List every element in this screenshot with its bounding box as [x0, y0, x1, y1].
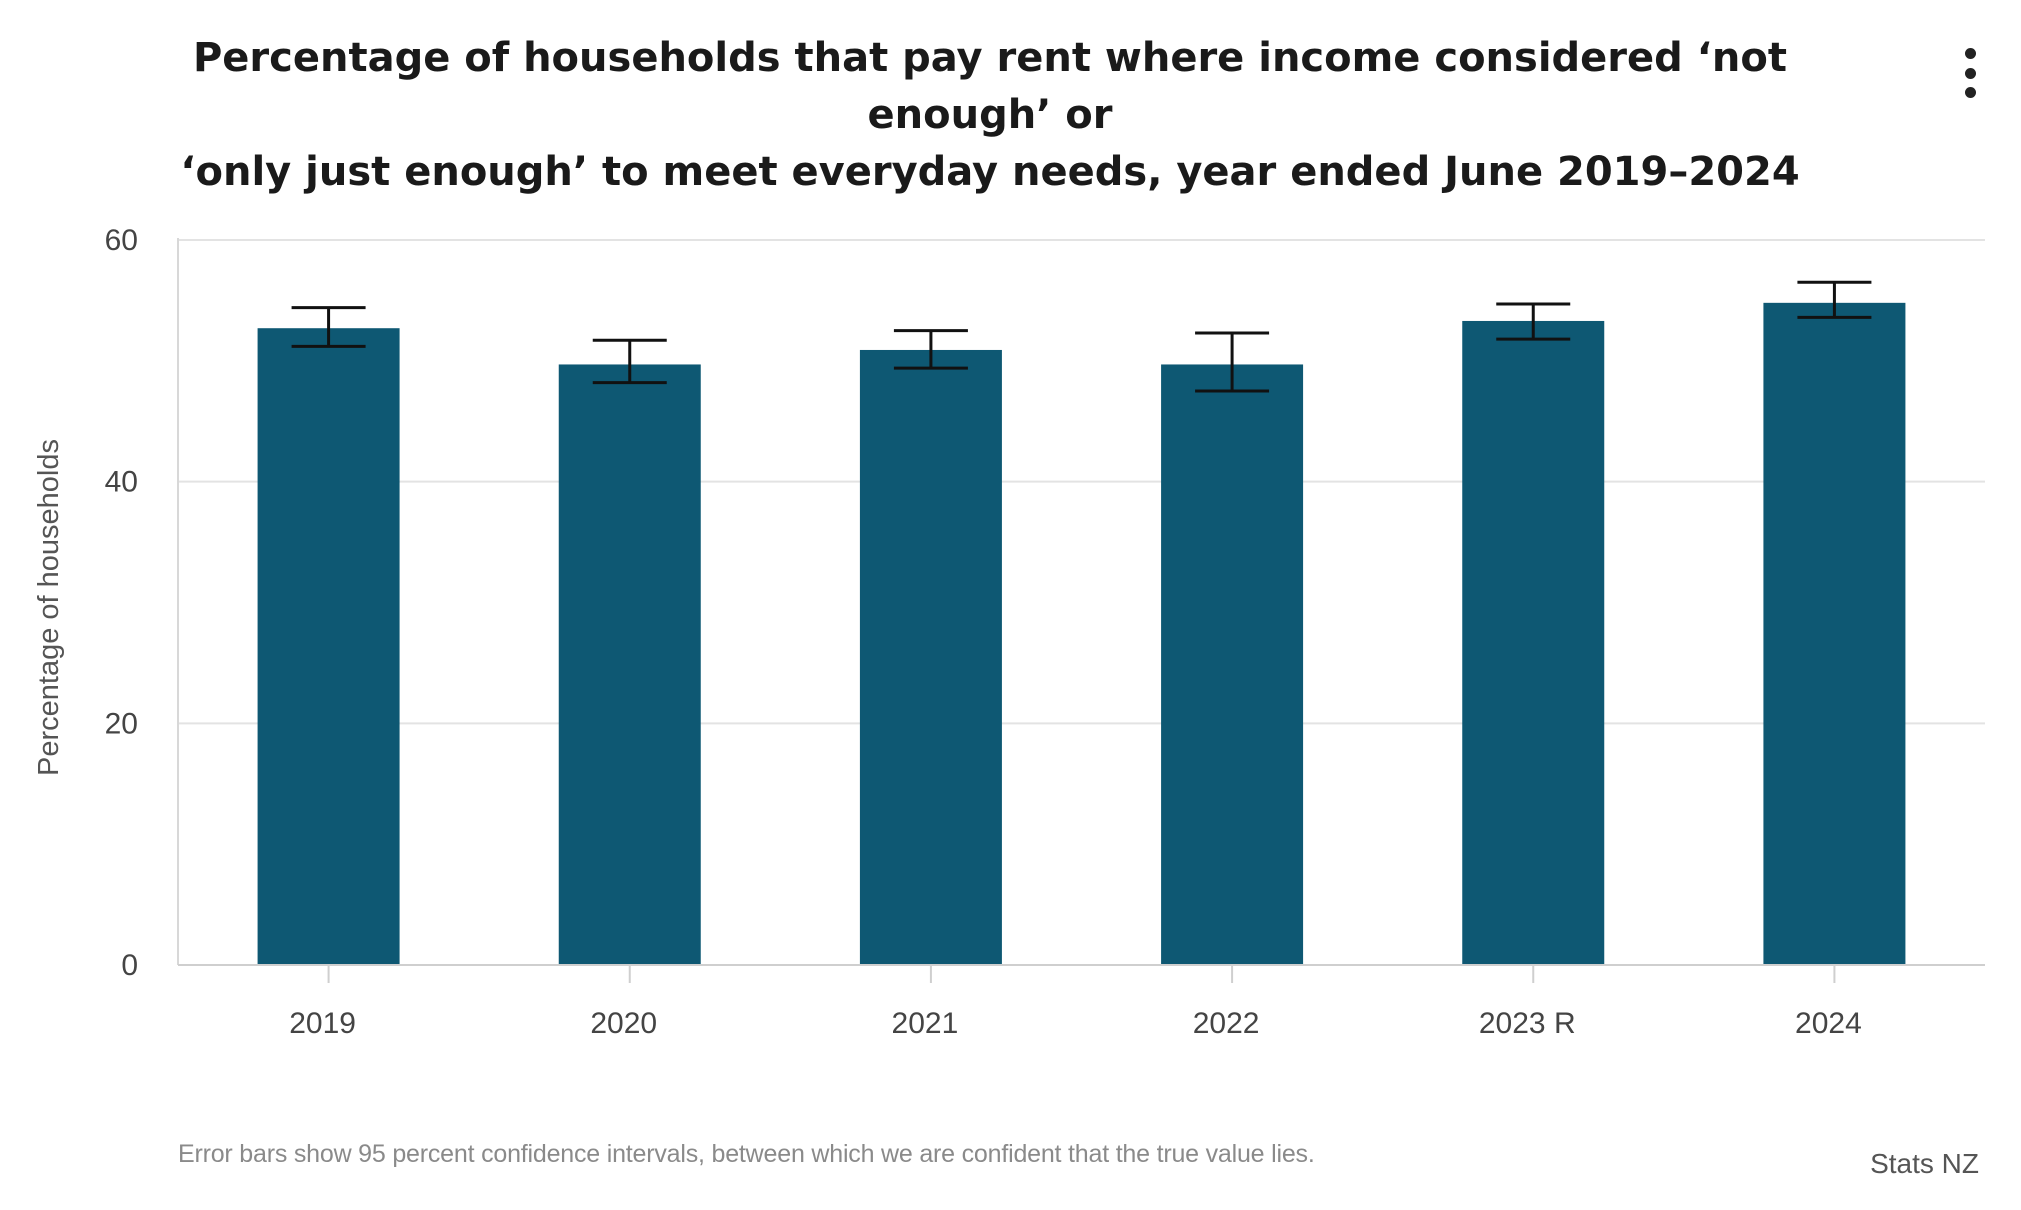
- chart-source: Stats NZ: [1870, 1148, 1979, 1179]
- error-bar-2020: [592, 338, 667, 385]
- bar-2024: [1763, 302, 1906, 965]
- y-tick-label: 40: [105, 466, 138, 499]
- x-tick-label: 2021: [892, 1007, 959, 1040]
- y-axis-title: Percentage of households: [33, 439, 65, 776]
- error-bar-2022: [1195, 331, 1270, 393]
- error-bar-2019: [291, 306, 366, 348]
- bar-chart: 0 20 40 60 Percentage of households 2019 2020 2…: [33, 224, 1985, 1040]
- bar-2021: [859, 349, 1002, 965]
- menu-dot: [1964, 48, 1976, 59]
- menu-dot: [1964, 87, 1976, 98]
- x-tick-label: 2020: [590, 1007, 657, 1040]
- chart-footnote: Error bars show 95 percent confidence in…: [178, 1140, 1315, 1168]
- error-bar-2024: [1797, 280, 1872, 319]
- x-tick-label: 2019: [289, 1007, 356, 1040]
- y-tick-label: 60: [105, 224, 138, 257]
- bar-2019: [257, 328, 400, 965]
- error-bar-2023-r: [1496, 302, 1571, 341]
- bars: [257, 302, 1906, 965]
- gridlines: [178, 239, 1985, 725]
- chart-title-line-1: Percentage of households that pay rent w…: [192, 35, 1787, 138]
- menu-dot: [1964, 67, 1976, 79]
- more-vertical-icon[interactable]: [1950, 40, 1990, 106]
- y-tick-label: 20: [105, 707, 138, 740]
- y-tick-label: 0: [121, 949, 138, 982]
- bar-2020: [558, 364, 701, 965]
- error-bars: [291, 280, 1872, 393]
- x-tick-label: 2022: [1193, 1007, 1260, 1040]
- x-tick-label: 2023 R: [1479, 1007, 1576, 1040]
- bar-2022: [1161, 364, 1304, 965]
- x-tick-label: 2024: [1795, 1007, 1862, 1040]
- chart-title-line-2: ‘only just enough’ to meet everyday need…: [180, 149, 1800, 195]
- error-bar-2021: [893, 329, 968, 370]
- chart-title: Percentage of households that pay rent w…: [100, 30, 1880, 201]
- bar-2023-r: [1462, 320, 1605, 965]
- axes: 0 20 40 60 Percentage of households 2019 2020 2…: [33, 224, 1985, 1040]
